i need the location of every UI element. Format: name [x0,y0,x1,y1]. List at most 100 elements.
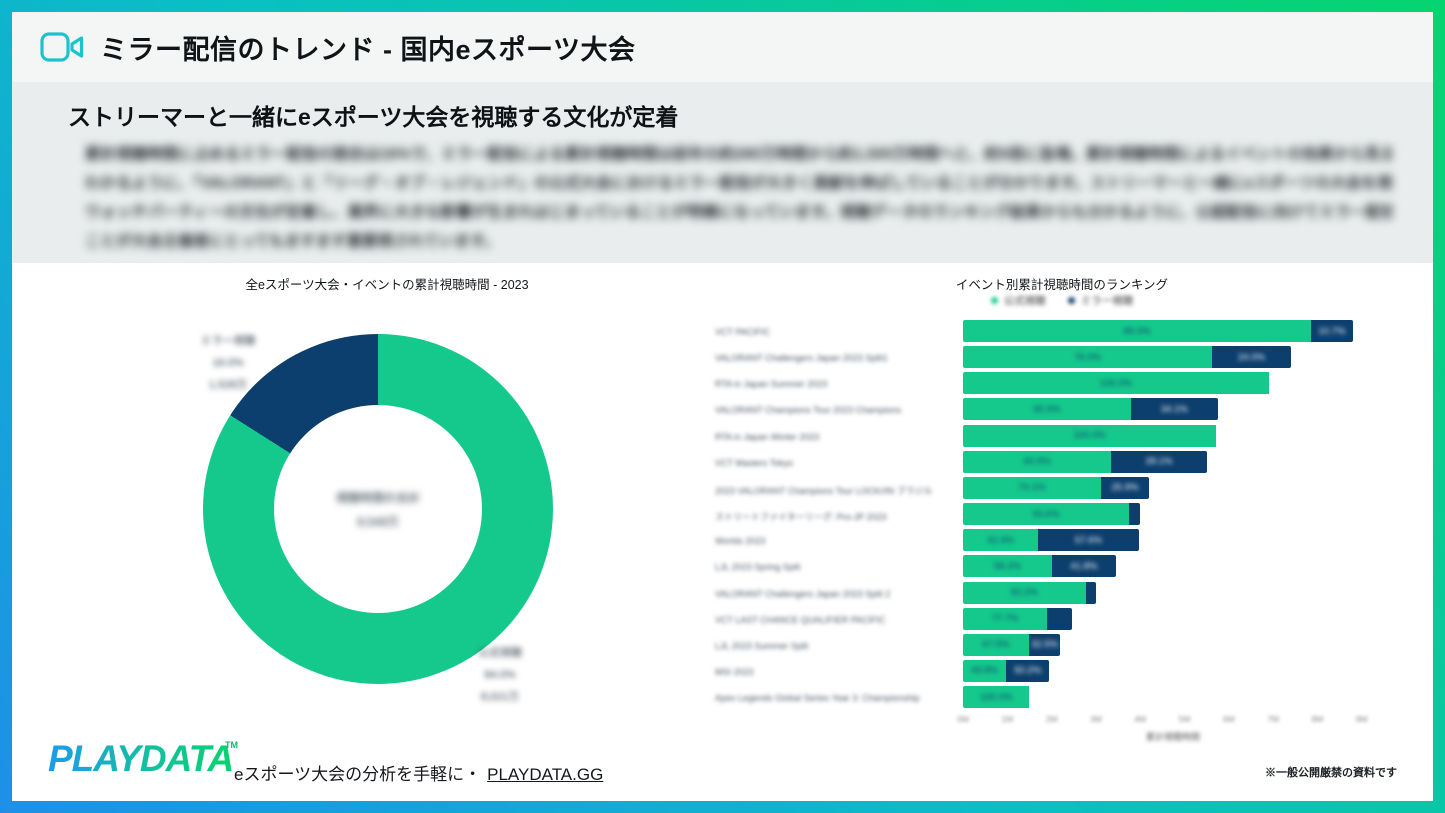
official-percent-label: 60.9% [1023,456,1051,468]
mirror-bar-segment [1085,581,1096,604]
header: ミラー配信のトレンド - 国内eスポーツ大会 [12,12,1433,82]
official-bar-segment: 65.9% [963,398,1131,421]
playdata-link[interactable]: PLAYDATA.GG [487,765,604,784]
mirror-percent-label: 34.1% [1160,403,1188,415]
official-percent-label: 65.9% [1033,403,1061,415]
official-bar-segment: 58.2% [963,555,1052,578]
mirror-percent-label: 41.8% [1070,560,1098,572]
mirror-bar-segment: 57.6% [1037,529,1140,552]
paragraph-line: ことが大会主催者にとってもますます重要視されています。 [85,233,500,250]
slide-content: ミラー配信のトレンド - 国内eスポーツ大会 ストリーマーと一緒にeスポーツ大会… [12,12,1433,801]
logo-trademark: TM [225,740,238,750]
mirror-percent-label: 39.1% [1145,456,1173,468]
official-slice-value: 8,021万 [480,691,520,703]
official-bar-segment: 100.0% [963,372,1269,395]
official-percent-label: 93.6% [1032,508,1060,520]
blurred-paragraph: 累計視聴時間に占めるミラー配信の割合は16%で、ミラー配信による累計視聴時間は前… [85,140,1392,256]
x-axis-tick: 4M [1134,714,1147,724]
official-bar-segment: 100.0% [963,424,1217,447]
page-title: ミラー配信のトレンド - 国内eスポーツ大会 [100,34,636,65]
bar-row-label: 2023 VALORANT Champions Tour LOCK//IN ブラ… [715,485,933,496]
x-axis-tick: 6M [1222,714,1235,724]
bar-row-label: RTA in Japan Summer 2023 [715,379,828,390]
donut-center-value: 9,549万 [356,515,400,529]
bar-row-label: MSI 2023 [715,666,754,677]
mirror-percent-label: 57.6% [1075,534,1102,546]
official-bar-segment: 76.0% [963,346,1213,369]
bar-row-label: ストリートファイターリーグ: Pro-JP 2023 [715,512,887,523]
official-percent-label: 89.3% [1123,325,1151,337]
donut-chart-title: 全eスポーツ大会・イベントの累計視聴時間 - 2023 [245,278,529,292]
mirror-bar-segment: 34.1% [1130,398,1218,421]
official-bar-segment: 67.5% [963,633,1029,656]
bar-chart-title: イベント別累計視聴時間のランキング [955,278,1169,292]
x-axis-tick: 5M [1178,714,1191,724]
official-bar-segment: 93.6% [963,503,1129,526]
bar-row-label: VALORANT Challengers Japan 2023 Split1 [715,353,888,364]
tagline-text: eスポーツ大会の分析を手軽に・ [234,765,482,784]
paragraph-line: 累計視聴時間に占めるミラー配信の割合は16%で、ミラー配信による累計視聴時間は前… [85,146,1392,163]
official-bar-segment: 60.9% [963,450,1112,473]
bar-row-label: Apex Legends Global Series Year 3: Champ… [715,693,920,704]
official-slice-name: 公式視聴 [478,647,522,659]
mirror-percent-label: 25.9% [1111,482,1139,494]
mirror-bar-segment: 50.2% [1006,659,1050,682]
bar-row-label: VALORANT Champions Tour 2023 Champions [715,405,902,416]
official-percent-label: 100.0% [1073,430,1106,442]
x-axis-tick: 0M [957,714,969,724]
official-percent-label: 76.0% [1074,351,1102,363]
bar-row-label: VCT LAST CHANCE QUALIFIER PACIFIC [715,614,886,625]
x-axis-tick: 7M [1267,714,1279,724]
official-percent-label: 58.2% [994,560,1021,572]
video-camera-icon [40,32,84,62]
bar-row-label: Worlds 2023 [715,536,766,547]
official-bar-segment: 100.0% [963,686,1030,709]
mirror-slice-percent: 16.0% [212,357,244,369]
donut-center-title: 視聴時間の合計 [335,491,421,505]
official-legend-label: 公式視聴 [1003,295,1046,307]
donut-center-label: 視聴時間の合計 9,549万 [336,486,420,534]
playdata-logo: PLAYDATA [48,738,234,779]
mirror-bar-segment [1047,607,1072,630]
mirror-bar-segment [1128,503,1141,526]
mirror-bar-segment: 41.8% [1051,555,1116,578]
legend-item-mirror: ミラー視聴 [1067,293,1134,308]
mirror-legend-dot [1067,297,1075,304]
official-bar-segment: 49.8% [963,659,1007,682]
mirror-bar-segment: 10.7% [1311,320,1353,342]
bar-row-label: LJL 2023 Summer Split [715,640,809,651]
official-slice-percent: 84.0% [484,669,516,681]
donut-label-mirror: ミラー視聴 16.0% 1,528万 [201,330,256,396]
legend-item-official: 公式視聴 [990,293,1046,308]
x-axis-tick: 8M [1311,714,1324,724]
footer-tagline: eスポーツ大会の分析を手軽に・ PLAYDATA.GG [234,760,603,785]
bar-row-label: RTA in Japan Winter 2023 [715,431,820,442]
mirror-bar-segment: 24.0% [1212,346,1291,369]
mirror-legend-label: ミラー視聴 [1080,295,1134,307]
official-percent-label: 92.2% [1010,587,1038,598]
x-axis-tick: 9M [1355,714,1368,724]
subtitle: ストリーマーと一緒にeスポーツ大会を視聴する文化が定着 [68,104,679,130]
official-bar-segment: 92.2% [963,581,1086,604]
mirror-bar-segment: 25.9% [1100,476,1150,499]
official-bar-segment: 77.7% [963,607,1048,630]
bar-chart-legend: 公式視聴 ミラー視聴 [712,293,1412,308]
paragraph-line: ウォッチパーティーの文化が定着し、業界に大きな影響が生まれはじまっていることが明… [85,204,1392,221]
official-bar-segment: 89.3% [963,320,1312,342]
summary-section: ストリーマーと一緒にeスポーツ大会を視聴する文化が定着 累計視聴時間に占めるミラ… [12,82,1433,263]
official-bar-segment: 42.4% [963,529,1038,552]
mirror-bar-segment: 32.5% [1028,633,1061,656]
x-axis-tick: 3M [1089,714,1102,724]
donut-label-official: 公式視聴 84.0% 8,021万 [478,642,522,708]
bar-row-label: VCT Masters Tokyo [715,457,794,468]
official-percent-label: 49.8% [971,665,998,677]
bar-row-label: VALORANT Challengers Japan 2023 Split 2 [715,588,891,599]
official-legend-dot [990,297,998,304]
bar-row-label: LJL 2023 Spring Split [715,562,801,573]
mirror-percent-label: 32.5% [1031,639,1059,651]
official-bar-segment: 74.1% [963,476,1101,499]
x-axis-tick: 2M [1045,714,1058,724]
x-axis-title: 累計視聴時間 [1145,732,1200,742]
mirror-percent-label: 10.7% [1318,325,1346,337]
